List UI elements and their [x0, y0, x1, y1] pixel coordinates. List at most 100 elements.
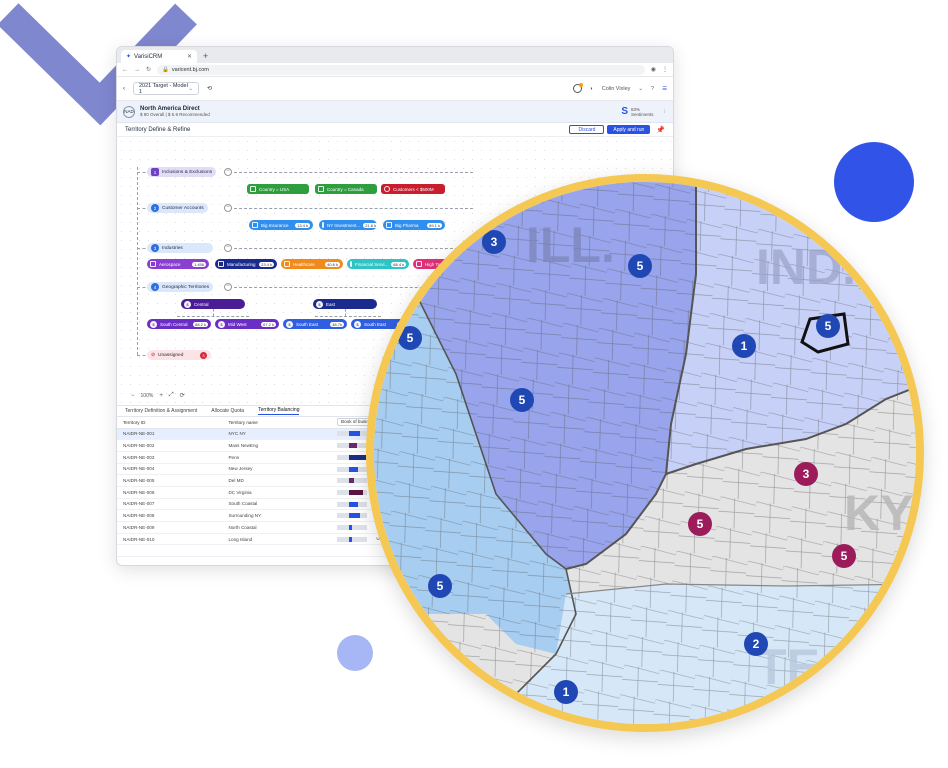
- unassigned-node[interactable]: ⊘ Unassigned 3: [147, 350, 211, 360]
- chip-value: 40.6 k: [325, 261, 340, 267]
- address-bar[interactable]: 🔒 varicent.bj.com: [157, 64, 645, 75]
- inclusion-chip[interactable]: Country = USA: [247, 184, 309, 194]
- collapse-icon[interactable]: −: [224, 244, 232, 252]
- check-icon: [318, 186, 324, 192]
- territory-chip[interactable]: $ South Central 88.2 k: [147, 319, 211, 329]
- account-chip[interactable]: Big Insurance 13.4 k: [249, 220, 313, 230]
- badge-count: 5: [519, 393, 526, 407]
- territory-id-link[interactable]: NAIDR-NE-009: [117, 521, 223, 534]
- hamburger-menu-icon[interactable]: ☰: [662, 85, 667, 92]
- territory-id-link[interactable]: NAIDR-NE-001: [117, 428, 223, 441]
- metric-bar: [337, 501, 368, 507]
- connector: [229, 208, 473, 209]
- model-select-value: 2021 Target - Model 1: [139, 82, 188, 95]
- help-icon[interactable]: ?: [651, 85, 655, 92]
- money-icon: $: [286, 320, 293, 328]
- col-header-territory-name[interactable]: Territory name: [222, 417, 332, 429]
- folder-icon: [218, 261, 224, 267]
- territory-count-badge[interactable]: 3: [794, 462, 818, 486]
- building-icon: [252, 222, 258, 228]
- territory-count-badge[interactable]: 5: [398, 326, 422, 350]
- col-header-territory-id[interactable]: Territory ID: [117, 417, 223, 429]
- territory-id-link[interactable]: NAIDR-NE-008: [117, 509, 223, 522]
- model-select[interactable]: 2021 Target - Model 1 ⌄: [133, 82, 199, 95]
- industry-chip[interactable]: Manufacturing 23.4 k: [215, 259, 277, 269]
- territory-count-badge[interactable]: 5: [628, 254, 652, 278]
- tab-territory-balancing[interactable]: Territory Balancing: [258, 407, 300, 415]
- inclusion-chip[interactable]: Country = Canada: [315, 184, 377, 194]
- territory-id-link[interactable]: NAIDR-NE-006: [117, 486, 223, 499]
- territory-count-badge[interactable]: 3: [482, 230, 506, 254]
- badge-count: 5: [825, 319, 832, 333]
- territory-count-badge[interactable]: 5: [688, 512, 712, 536]
- territory-id-link[interactable]: NAIDR-NE-005: [117, 474, 223, 487]
- unassigned-icon: ⊘: [151, 352, 156, 358]
- level-node-inclusions[interactable]: 1 Inclusions & Exclusions: [147, 167, 217, 177]
- close-tab-icon[interactable]: ✕: [186, 54, 192, 60]
- back-nav-icon[interactable]: ‹: [123, 85, 125, 92]
- badge-count: 2: [753, 637, 760, 651]
- level-label: Customer Accounts: [162, 205, 204, 211]
- reload-icon[interactable]: ↻: [146, 67, 152, 73]
- level-node-accounts[interactable]: 2 Customer Accounts: [147, 203, 208, 213]
- metric-bar: [337, 478, 368, 484]
- territory-count-badge[interactable]: 5: [428, 574, 452, 598]
- territory-id-link[interactable]: NAIDR-NE-010: [117, 533, 223, 546]
- level-node-industries[interactable]: 3 Industries: [147, 243, 213, 253]
- history-icon[interactable]: ⟲: [207, 86, 213, 92]
- territory-name: Long Island: [222, 533, 332, 546]
- territory-id-link[interactable]: NAIDR-NE-003: [117, 451, 223, 464]
- plan-more-icon[interactable]: ⋮: [662, 108, 668, 114]
- industry-chip[interactable]: Healthcare 40.6 k: [281, 259, 343, 269]
- metric-bar-fill: [349, 443, 357, 449]
- notification-bell-icon[interactable]: [573, 83, 584, 93]
- level-node-geo[interactable]: 4 Geographic Territories: [147, 282, 214, 292]
- territory-id-link[interactable]: NAIDR-NE-002: [117, 439, 223, 452]
- region-chip-central[interactable]: $ Central: [181, 299, 245, 309]
- decorative-light-circle: [337, 635, 373, 671]
- pin-icon[interactable]: 📌: [656, 126, 665, 134]
- user-menu-chevron-icon[interactable]: ⌄: [638, 85, 643, 92]
- territory-id-link[interactable]: NAIDR-NE-007: [117, 498, 223, 511]
- browser-tab[interactable]: ✦ VarisiCRM ✕: [121, 50, 197, 63]
- theme-toggle-icon[interactable]: ◐: [590, 85, 594, 92]
- reset-view-icon[interactable]: ⟳: [179, 393, 185, 399]
- industry-chip[interactable]: Aerospace 1.456: [147, 259, 209, 269]
- user-name[interactable]: Colin Vixley: [601, 85, 631, 92]
- browser-menu-icon[interactable]: ⋮: [662, 67, 668, 73]
- forward-icon[interactable]: →: [134, 66, 140, 73]
- account-chip[interactable]: NY Investment... 21.6 k: [319, 220, 379, 230]
- apply-and-run-button[interactable]: Apply and run: [607, 125, 651, 134]
- collapse-icon[interactable]: −: [224, 204, 232, 212]
- profile-icon[interactable]: ◉: [650, 67, 656, 73]
- metric-bar: [337, 454, 368, 460]
- tab-territory-definition[interactable]: Territory Definition & Assignment: [125, 408, 198, 414]
- territory-id-link[interactable]: NAIDR-NE-004: [117, 463, 223, 476]
- badge-circle: [816, 314, 840, 338]
- browser-tabstrip: ✦ VarisiCRM ✕ +: [117, 47, 673, 63]
- zoom-out-icon[interactable]: −: [131, 392, 135, 399]
- territory-chip[interactable]: $ South East 48.7k: [283, 319, 347, 329]
- territory-count-badge[interactable]: 5: [510, 388, 534, 412]
- region-chip-east[interactable]: $ East: [313, 299, 377, 309]
- territory-count-badge[interactable]: 2: [744, 632, 768, 656]
- connector: [213, 309, 214, 316]
- territory-count-badge[interactable]: 5: [816, 314, 840, 338]
- collapse-icon[interactable]: −: [224, 168, 232, 176]
- discard-button[interactable]: Discard: [569, 125, 605, 134]
- fit-screen-icon[interactable]: ⤢: [168, 392, 174, 398]
- chip-label: NY Investment...: [327, 222, 361, 228]
- territory-count-badge[interactable]: 1: [554, 680, 578, 704]
- collapse-icon[interactable]: −: [224, 283, 232, 291]
- back-icon[interactable]: ←: [122, 66, 128, 73]
- connector: [137, 248, 151, 249]
- territory-chip[interactable]: $ Mid West 67.2 k: [215, 319, 279, 329]
- score-percent: 83%: [630, 106, 640, 112]
- chip-value: 67.2 k: [261, 321, 276, 327]
- territory-count-badge[interactable]: 1: [732, 334, 756, 358]
- tab-allocate-quota[interactable]: Allocate Quota: [211, 408, 245, 414]
- new-tab-icon[interactable]: +: [203, 51, 209, 61]
- territory-count-badge[interactable]: 5: [832, 544, 856, 568]
- zoom-in-icon[interactable]: +: [159, 392, 163, 399]
